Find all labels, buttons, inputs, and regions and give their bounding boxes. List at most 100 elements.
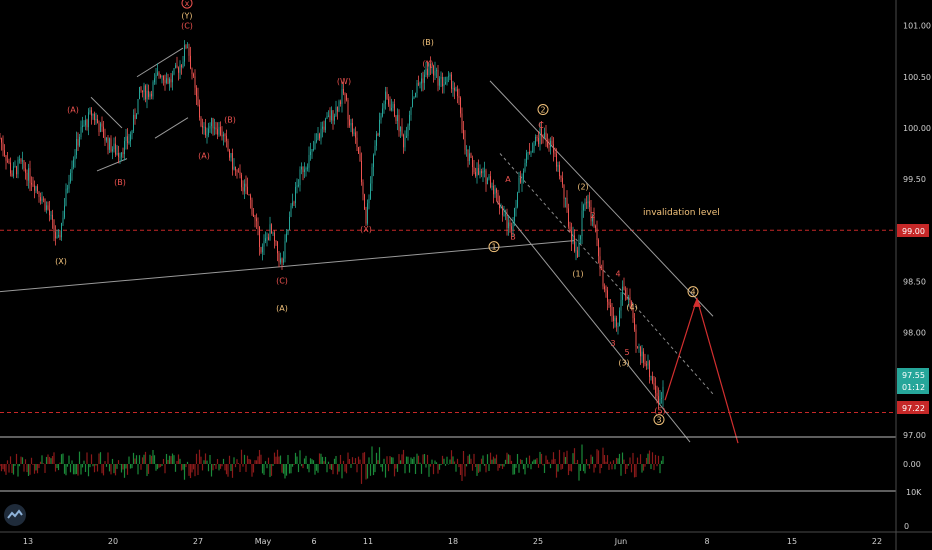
- candle-body: [232, 153, 233, 170]
- histogram-bar: [320, 453, 322, 464]
- histogram-bar: [356, 464, 358, 473]
- wave-label: (A): [198, 152, 210, 161]
- candle-body: [58, 235, 59, 237]
- histogram-bar: [84, 464, 87, 472]
- histogram-bar: [516, 453, 519, 464]
- histogram-bar: [105, 464, 108, 467]
- wave-label: 4: [615, 269, 620, 278]
- candle-body: [530, 152, 532, 154]
- price-tag-99-bg: [897, 224, 929, 237]
- histogram-bar: [569, 464, 571, 471]
- histogram-bar: [98, 453, 100, 464]
- candle-body: [394, 104, 395, 117]
- histogram-bar: [212, 464, 214, 471]
- histogram-bar: [189, 464, 192, 479]
- histogram-bar: [432, 464, 435, 475]
- histogram-bar: [531, 461, 534, 464]
- candle-body: [280, 258, 281, 263]
- candle-body: [133, 114, 134, 131]
- histogram-bar: [582, 464, 585, 472]
- histogram-bar: [489, 452, 492, 464]
- candle-body: [10, 162, 11, 174]
- candle-body: [391, 107, 392, 111]
- candle-body: [80, 127, 82, 138]
- candle-body: [119, 156, 121, 158]
- histogram-bar: [344, 464, 346, 472]
- candle-body: [433, 65, 434, 76]
- candle-body: [401, 126, 403, 135]
- wave-label: (X): [55, 257, 67, 266]
- histogram-bar: [441, 455, 444, 464]
- candle-body: [1, 138, 2, 143]
- last-price-countdown: 01:12: [902, 383, 925, 392]
- y-tick-label: 97.00: [903, 431, 926, 440]
- histogram-bar: [48, 456, 51, 464]
- candle-body: [415, 93, 416, 98]
- wave-circle-label: 1: [491, 243, 496, 252]
- candle-body: [649, 361, 650, 377]
- trend-line: [154, 117, 189, 139]
- histogram-bar: [137, 464, 139, 475]
- candle-body: [28, 168, 29, 181]
- time-axis[interactable]: 13 20 27 May 6 11 18 25 Jun 8 15 22: [23, 537, 882, 546]
- histogram-bar: [426, 454, 429, 464]
- candle-body: [371, 167, 373, 184]
- candle-body: [388, 98, 389, 105]
- histogram-bar: [540, 453, 543, 464]
- histogram-bar: [104, 461, 106, 464]
- histogram-bar: [317, 464, 319, 473]
- candle-body: [403, 134, 404, 148]
- histogram-bar: [203, 460, 205, 464]
- candle-body: [547, 140, 548, 147]
- histogram-bar: [218, 464, 220, 471]
- histogram-bar: [618, 453, 621, 464]
- candle-body: [313, 148, 314, 150]
- tradingview-logo-icon[interactable]: [4, 504, 26, 526]
- histogram-bar: [90, 454, 93, 464]
- candle-body: [83, 125, 85, 127]
- histogram-bar: [626, 464, 628, 469]
- histogram-bar: [524, 464, 526, 475]
- candle-body: [397, 114, 398, 122]
- candle-body: [583, 205, 584, 211]
- candle-body: [365, 209, 367, 224]
- price-tag-99: 99.00: [902, 227, 925, 236]
- histogram-bar: [180, 464, 183, 471]
- histogram-bar: [564, 457, 567, 464]
- candle-body: [413, 97, 415, 99]
- candle-body: [404, 137, 406, 148]
- wave-label: (1): [572, 269, 583, 278]
- histogram-bar: [362, 452, 364, 464]
- histogram-bar: [542, 464, 544, 466]
- histogram-bar: [27, 464, 30, 476]
- wave-label: 2: [590, 211, 595, 220]
- candle-body: [521, 179, 523, 183]
- histogram-bar: [599, 464, 601, 474]
- candle-body: [524, 163, 526, 171]
- candle-body: [259, 226, 260, 247]
- candle-body: [509, 222, 511, 227]
- histogram-bar: [219, 464, 222, 469]
- histogram-bar: [278, 456, 280, 464]
- candle-body: [71, 167, 73, 173]
- candle-body: [13, 166, 14, 177]
- candle-body: [79, 137, 80, 146]
- candle-body: [599, 256, 601, 270]
- candle-body: [43, 198, 44, 200]
- histogram-bar: [495, 454, 498, 464]
- histogram-bar: [111, 458, 114, 464]
- candle-body: [430, 63, 431, 68]
- histogram-bar: [228, 455, 231, 464]
- candle-body: [506, 214, 508, 229]
- histogram-bar: [338, 464, 340, 472]
- histogram-bar: [435, 462, 438, 464]
- histogram-bar: [8, 464, 10, 473]
- histogram-bar: [152, 450, 154, 464]
- histogram-bar: [83, 460, 85, 464]
- histogram-bar: [324, 456, 327, 464]
- candle-body: [88, 112, 89, 128]
- candle-body: [412, 98, 413, 107]
- candle-body: [253, 214, 254, 217]
- candle-body: [266, 237, 268, 239]
